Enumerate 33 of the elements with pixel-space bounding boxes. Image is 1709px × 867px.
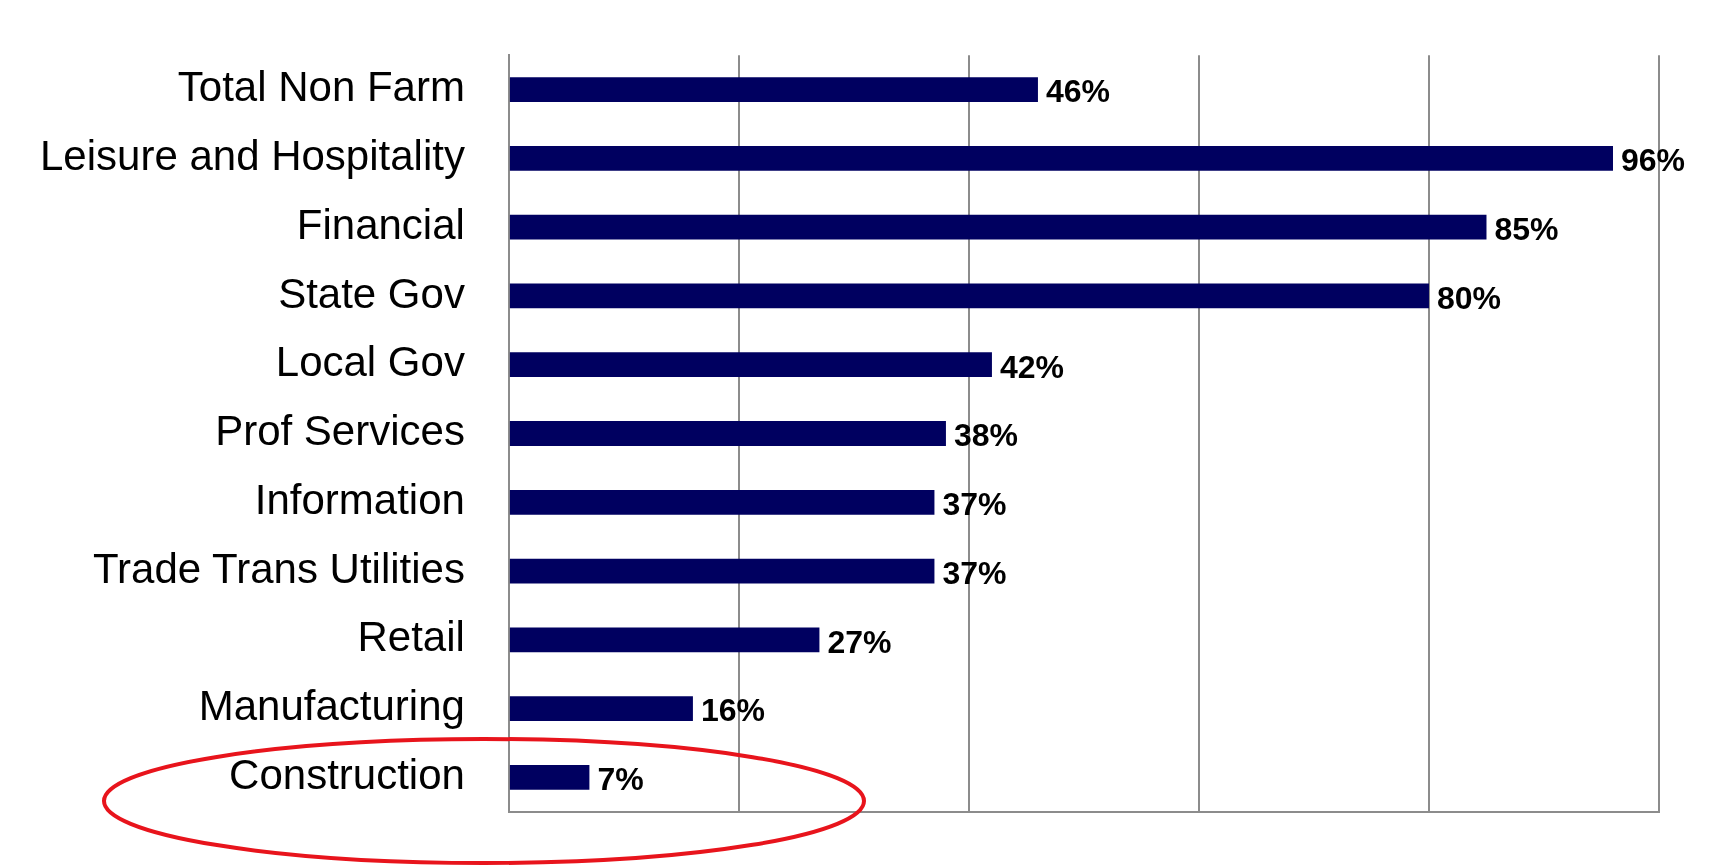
bar (509, 283, 1429, 309)
y-tick-label: Leisure and Hospitality (40, 131, 465, 179)
bar (509, 214, 1487, 240)
data-label: 27% (827, 623, 892, 660)
y-tick-label: Information (254, 475, 465, 523)
bar (509, 77, 1038, 102)
data-label: 42% (999, 348, 1064, 385)
bar (509, 352, 992, 378)
data-label: 16% (700, 692, 765, 729)
bar (509, 627, 820, 653)
data-label: 80% (1436, 279, 1502, 316)
y-tick-label: Total Non Farm (177, 63, 465, 111)
y-tick-label: Manufacturing (198, 682, 465, 730)
y-tick-label: Trade Trans Utilities (93, 544, 465, 592)
bar (509, 145, 1613, 171)
bar (509, 421, 946, 446)
y-tick-label: Financial (296, 200, 465, 248)
data-label: 96% (1621, 142, 1686, 179)
data-label: 37% (942, 486, 1007, 523)
data-label: 37% (942, 554, 1007, 591)
data-label: 85% (1494, 210, 1559, 247)
data-label: 38% (953, 417, 1018, 454)
bar (509, 489, 935, 515)
data-label: 46% (1045, 73, 1110, 110)
y-tick-label: Prof Services (215, 407, 465, 455)
y-tick-label: State Gov (278, 269, 465, 317)
bar (509, 765, 590, 790)
y-tick-label: Construction (229, 750, 465, 798)
bar (509, 696, 693, 722)
y-tick-label: Local Gov (275, 338, 465, 386)
data-label: 7% (597, 761, 644, 798)
bar (509, 558, 935, 584)
y-tick-label: Retail (357, 613, 465, 661)
